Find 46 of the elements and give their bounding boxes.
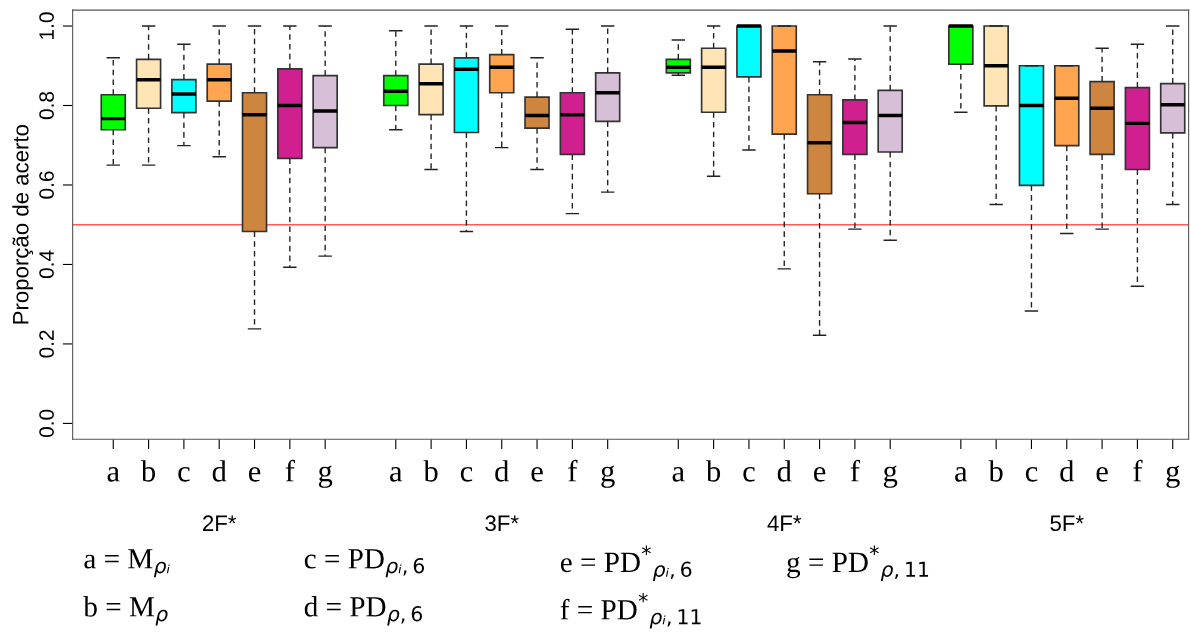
x-tick-label: b: [423, 460, 438, 482]
x-tick-label: c: [460, 466, 473, 482]
y-tick-label: 0.0: [39, 409, 54, 438]
x-tick-label: c: [743, 466, 755, 482]
x-tick-label: a: [672, 467, 685, 482]
x-tick-label: d: [1060, 460, 1075, 482]
x-tick-label: g: [1166, 465, 1180, 488]
y-axis-title: Proporção de acerto: [12, 124, 34, 324]
x-tick-label: d: [495, 460, 509, 482]
y-tick-label: 1.0: [39, 12, 54, 39]
text: b = M$_{ρ}$: [83, 596, 168, 626]
x-tick-label: g: [318, 465, 333, 488]
x-tick-label: e: [248, 466, 261, 482]
x-tick-label: g: [601, 465, 615, 488]
text: c = PD$_{ρᵢ,6}$: [304, 549, 425, 578]
x-tick-label: d: [777, 460, 792, 482]
text: d = PD$_{ρ,6}$: [304, 596, 423, 626]
text: f = PD$^{*}$$_{ρᵢ,11}$: [560, 593, 701, 629]
x-tick-label: e: [1096, 466, 1108, 482]
x-tick-label: e: [813, 466, 826, 482]
x-tick-label: a: [107, 467, 120, 482]
x-tick-label: b: [988, 460, 1003, 482]
x-tick-label: g: [883, 465, 898, 488]
y-tick-label: 0.6: [39, 171, 54, 199]
text: a = M$_{ρᵢ}$: [84, 549, 170, 578]
x-tick-label: e: [531, 466, 543, 482]
x-tick-label: f: [1133, 459, 1143, 482]
text: g = PD$^{*}$$_{ρ,11}$: [787, 545, 929, 581]
y-tick-label: 0.4: [39, 250, 54, 279]
x-tick-label: c: [178, 466, 190, 482]
text: 2F*: [203, 515, 237, 531]
x-tick-label: f: [850, 459, 860, 482]
text: e = PD$^{*}$$_{ρᵢ,6}$: [560, 545, 692, 581]
x-tick-label: d: [212, 460, 227, 482]
x-tick-label: a: [955, 467, 968, 482]
text: 5F*: [1050, 515, 1084, 532]
y-tick-label: 0.8: [39, 91, 54, 120]
x-tick-label: c: [1025, 466, 1038, 482]
y-tick-label: 0.2: [39, 330, 54, 358]
x-tick-label: b: [140, 460, 156, 482]
x-tick-label: f: [568, 459, 578, 482]
x-tick-label: f: [285, 459, 295, 482]
x-tick-label: b: [705, 460, 721, 482]
x-tick-label: a: [390, 467, 403, 482]
text: 4F*: [767, 515, 802, 531]
text: 3F*: [485, 515, 519, 532]
